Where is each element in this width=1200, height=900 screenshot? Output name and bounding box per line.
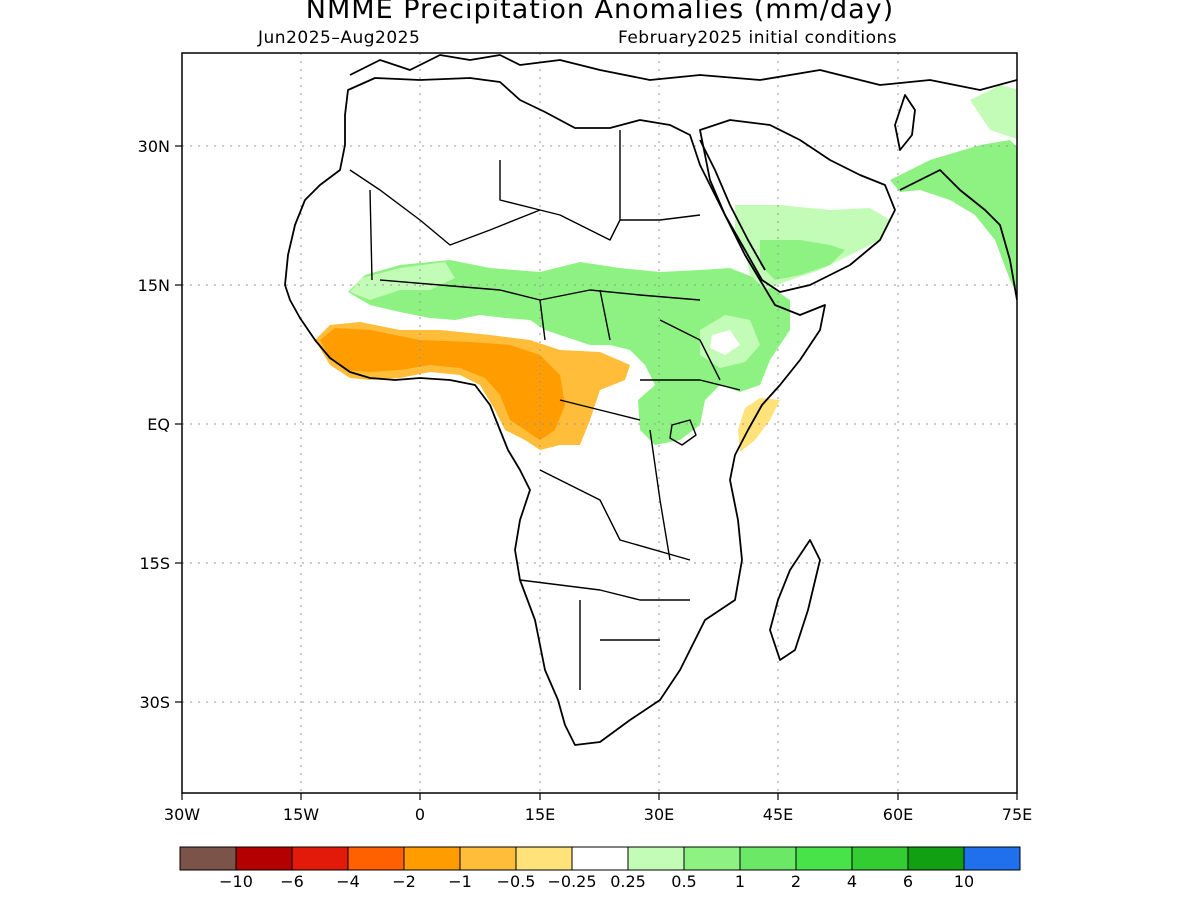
lon-label: 15E (525, 805, 555, 824)
lat-label: 30S (139, 693, 170, 712)
lat-label: 15S (139, 554, 170, 573)
lon-labels: 30W 15W 0 15E 30E 45E 60E 75E (164, 805, 1032, 824)
colorbar-swatch (291, 846, 349, 871)
africa-coastline (284, 77, 826, 746)
colorbar-swatch (795, 846, 853, 871)
colorbar-swatch (179, 846, 237, 871)
asia-coast (899, 169, 1017, 301)
sahel-wet-anomaly (348, 260, 790, 445)
country-borders (349, 130, 741, 690)
colorbar-label: 0.5 (671, 872, 696, 891)
colorbar-swatch (235, 846, 293, 871)
west-africa-strong-dry (320, 328, 565, 440)
colorbar-label: −2 (392, 872, 416, 891)
lon-label: 60E (883, 805, 913, 824)
lon-label: 45E (763, 805, 793, 824)
colorbar (179, 846, 1021, 871)
period-label: Jun2025–Aug2025 (258, 28, 421, 48)
europe-coast (349, 54, 1017, 91)
lat-labels: 30N 15N EQ 15S 30S (138, 137, 170, 712)
colorbar-label: 2 (791, 872, 801, 891)
colorbar-labels: −10 −6 −4 −2 −1 −0.5 −0.25 0.25 0.5 1 2 4 6 10 (219, 872, 974, 891)
red-sea-line (699, 139, 766, 271)
lat-label: 30N (138, 137, 170, 156)
east-africa-dry-anomaly (738, 398, 780, 452)
lat-label: EQ (147, 415, 170, 434)
map-frame (181, 52, 1018, 794)
colorbar-swatch (907, 846, 965, 871)
colorbar-label: 4 (847, 872, 857, 891)
coastlines (284, 54, 1017, 746)
colorbar-label: −4 (336, 872, 360, 891)
lon-label: 30E (644, 805, 674, 824)
colorbar-swatch (739, 846, 797, 871)
colorbar-label: 10 (954, 872, 974, 891)
arabia-green-anomaly (760, 240, 845, 280)
asia-pale-anomaly (970, 85, 1017, 139)
lon-label: 75E (1002, 805, 1032, 824)
map-title: NMME Precipitation Anomalies (mm/day) (305, 0, 895, 25)
ethiopia-white-spot (710, 330, 740, 355)
colorbar-label: −0.25 (547, 872, 596, 891)
caspian-coast (894, 94, 916, 151)
colorbar-swatch (627, 846, 685, 871)
lat-label: 15N (138, 276, 170, 295)
colorbar-label: 0.25 (610, 872, 646, 891)
colorbar-swatch (347, 846, 405, 871)
asia-wet-anomaly (890, 140, 1017, 294)
colorbar-label: −0.5 (497, 872, 536, 891)
anomaly-layer (315, 85, 1017, 452)
colorbar-label: −6 (280, 872, 304, 891)
colorbar-swatch (571, 846, 629, 871)
arabia-coast (699, 119, 896, 293)
colorbar-swatch (515, 846, 573, 871)
lon-label: 15W (283, 805, 319, 824)
axis-ticks (175, 145, 1018, 800)
lon-label: 0 (415, 805, 425, 824)
graticule (182, 53, 1017, 793)
colorbar-swatch (963, 846, 1021, 871)
lake-victoria (669, 419, 697, 446)
colorbar-swatch (459, 846, 517, 871)
initial-conditions-label: February2025 initial conditions (618, 28, 898, 48)
colorbar-label: −1 (448, 872, 472, 891)
colorbar-swatch (403, 846, 461, 871)
colorbar-label: −10 (219, 872, 253, 891)
madagascar-coast (769, 539, 821, 661)
colorbar-label: 1 (735, 872, 745, 891)
lon-label: 30W (164, 805, 200, 824)
colorbar-swatch (851, 846, 909, 871)
sahel-pale-anomaly (350, 262, 455, 300)
colorbar-label: 6 (903, 872, 913, 891)
colorbar-swatch (683, 846, 741, 871)
